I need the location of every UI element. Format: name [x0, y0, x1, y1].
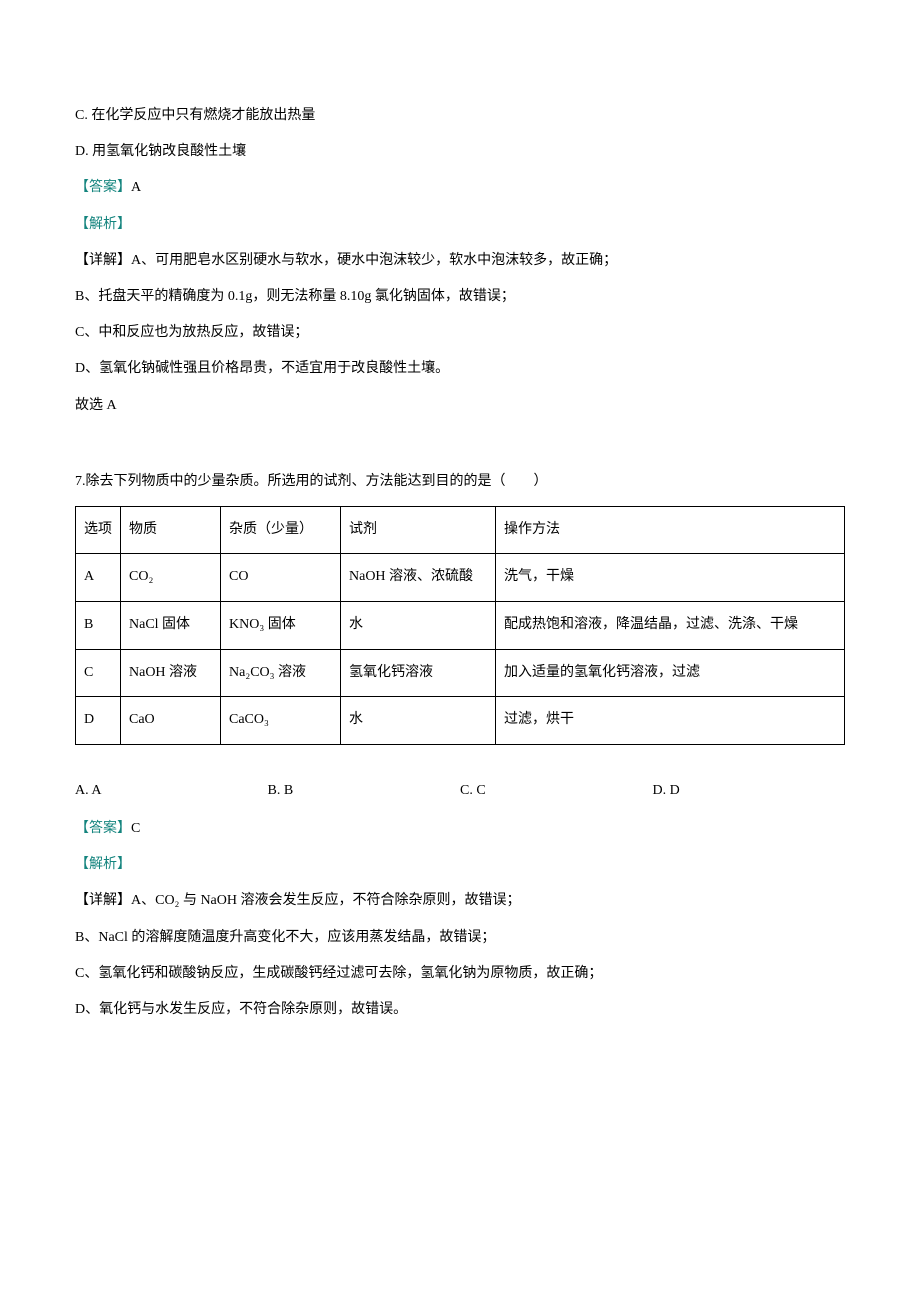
q6-detail-a: 【详解】A、可用肥皂水区别硬水与软水，硬水中泡沫较少，软水中泡沫较多，故正确； [75, 245, 845, 277]
td-impurity: KNO₃ 固体 [221, 602, 341, 650]
q7-analysis: 【解析】 [75, 849, 845, 881]
td-impurity: CO [221, 554, 341, 602]
td-substance: NaOH 溶液 [121, 649, 221, 697]
q7-options-row: A. A B. B C. C D. D [75, 775, 845, 807]
th-reagent: 试剂 [341, 506, 496, 554]
q6-analysis-label: 【解析】 [75, 217, 131, 232]
th-opt: 选项 [76, 506, 121, 554]
q6-detail-b: B、托盘天平的精确度为 0.1g，则无法称量 8.10g 氯化钠固体，故错误； [75, 281, 845, 313]
th-substance: 物质 [121, 506, 221, 554]
q7-detail-a: 【详解】A、CO₂ 与 NaOH 溶液会发生反应，不符合除杂原则，故错误； [75, 885, 845, 917]
q7-detail-a-text: A、CO₂ 与 NaOH 溶液会发生反应，不符合除杂原则，故错误； [131, 893, 520, 908]
q7-option-a: A. A [75, 775, 268, 807]
table-row: D CaO CaCO₃ 水 过滤，烘干 [76, 697, 845, 745]
td-reagent: 水 [341, 602, 496, 650]
td-substance: CaO [121, 697, 221, 745]
q6-analysis: 【解析】 [75, 209, 845, 241]
th-method: 操作方法 [496, 506, 845, 554]
q6-answer-value: A [131, 180, 141, 195]
table-row: A CO₂ CO NaOH 溶液、浓硫酸 洗气，干燥 [76, 554, 845, 602]
td-method: 加入适量的氢氧化钙溶液，过滤 [496, 649, 845, 697]
td-substance: CO₂ [121, 554, 221, 602]
q7-option-b: B. B [268, 775, 461, 807]
q7-answer-value: C [131, 821, 140, 836]
td-opt: B [76, 602, 121, 650]
q6-detail-label: 【详解】 [75, 253, 131, 268]
q6-detail-c: C、中和反应也为放热反应，故错误； [75, 317, 845, 349]
q7-detail-label: 【详解】 [75, 893, 131, 908]
q7-detail-d: D、氧化钙与水发生反应，不符合除杂原则，故错误。 [75, 994, 845, 1026]
q6-detail-d: D、氢氧化钠碱性强且价格昂贵，不适宜用于改良酸性土壤。 [75, 353, 845, 385]
q6-answer: 【答案】A [75, 172, 845, 204]
td-substance: NaCl 固体 [121, 602, 221, 650]
q7-detail-b: B、NaCl 的溶解度随温度升高变化不大，应该用蒸发结晶，故错误； [75, 922, 845, 954]
q6-option-c: C. 在化学反应中只有燃烧才能放出热量 [75, 100, 845, 132]
td-opt: D [76, 697, 121, 745]
td-reagent: 水 [341, 697, 496, 745]
table-row-header: 选项 物质 杂质（少量） 试剂 操作方法 [76, 506, 845, 554]
th-impurity: 杂质（少量） [221, 506, 341, 554]
td-method: 洗气，干燥 [496, 554, 845, 602]
td-impurity: Na₂CO₃ 溶液 [221, 649, 341, 697]
q7-option-d: D. D [653, 775, 846, 807]
q6-conclusion: 故选 A [75, 390, 845, 422]
q6-answer-label: 【答案】 [75, 180, 131, 195]
td-method: 过滤，烘干 [496, 697, 845, 745]
q7-option-c: C. C [460, 775, 653, 807]
td-opt: A [76, 554, 121, 602]
td-method: 配成热饱和溶液，降温结晶，过滤、洗涤、干燥 [496, 602, 845, 650]
table-row: B NaCl 固体 KNO₃ 固体 水 配成热饱和溶液，降温结晶，过滤、洗涤、干… [76, 602, 845, 650]
table-row: C NaOH 溶液 Na₂CO₃ 溶液 氢氧化钙溶液 加入适量的氢氧化钙溶液，过… [76, 649, 845, 697]
td-impurity: CaCO₃ [221, 697, 341, 745]
q7-answer: 【答案】C [75, 813, 845, 845]
td-reagent: 氢氧化钙溶液 [341, 649, 496, 697]
q7-analysis-label: 【解析】 [75, 857, 131, 872]
q7-stem: 7.除去下列物质中的少量杂质。所选用的试剂、方法能达到目的的是（ ） [75, 466, 845, 498]
q6-option-d: D. 用氢氧化钠改良酸性土壤 [75, 136, 845, 168]
q7-answer-label: 【答案】 [75, 821, 131, 836]
q6-detail-a-text: A、可用肥皂水区别硬水与软水，硬水中泡沫较少，软水中泡沫较多，故正确； [131, 253, 617, 268]
td-opt: C [76, 649, 121, 697]
td-reagent: NaOH 溶液、浓硫酸 [341, 554, 496, 602]
q7-detail-c: C、氢氧化钙和碳酸钠反应，生成碳酸钙经过滤可去除，氢氧化钠为原物质，故正确； [75, 958, 845, 990]
q7-table: 选项 物质 杂质（少量） 试剂 操作方法 A CO₂ CO NaOH 溶液、浓硫… [75, 506, 845, 745]
